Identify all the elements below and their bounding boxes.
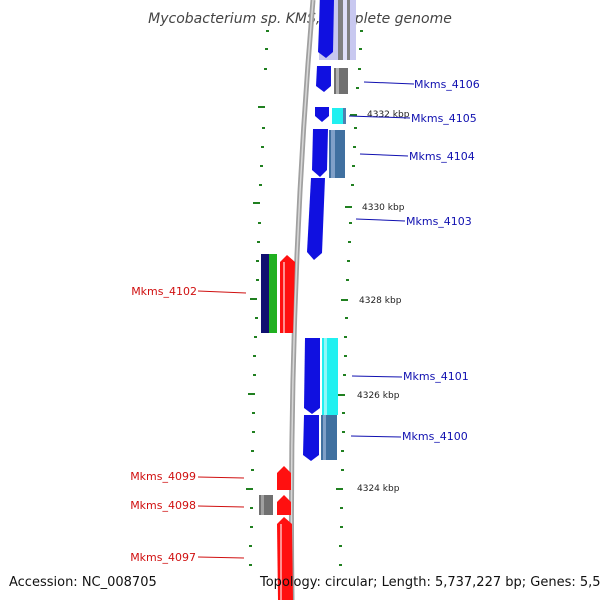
gene-arrow-forward bbox=[318, 0, 334, 58]
gene-label: Mkms_4098 bbox=[130, 499, 196, 512]
gene-block-steel bbox=[343, 108, 346, 124]
gene-block-pink bbox=[283, 262, 285, 333]
gene-label: Mkms_4097 bbox=[130, 551, 196, 564]
gene-block-green bbox=[269, 254, 277, 333]
gene-arrow-forward bbox=[312, 129, 328, 177]
gene-arrow-reverse bbox=[277, 495, 291, 515]
gene-block-light bbox=[343, 0, 347, 60]
kbp-label: 4324 kbp bbox=[357, 484, 400, 494]
gene-block-light bbox=[331, 130, 335, 178]
gene-label: Mkms_4099 bbox=[130, 470, 196, 483]
gene-label: Mkms_4104 bbox=[409, 150, 475, 163]
topology-text: Topology: circular; Length: 5,737,227 bp… bbox=[260, 575, 600, 590]
kbp-label: 4330 kbp bbox=[362, 203, 405, 213]
label-leaders bbox=[197, 81, 415, 559]
accession-text: Accession: NC_008705 bbox=[9, 575, 157, 590]
kbp-label: 4326 kbp bbox=[357, 391, 400, 401]
gene-block-light bbox=[261, 495, 264, 515]
gene-arrow-forward bbox=[315, 107, 329, 122]
gene-block-pink bbox=[280, 524, 282, 600]
gene-block-light bbox=[324, 338, 327, 415]
genome-backbone-highlight bbox=[290, 0, 314, 600]
gene-label: Mkms_4106 bbox=[414, 78, 480, 91]
gene-block-navy bbox=[261, 254, 269, 333]
kbp-label: 4332 kbp bbox=[367, 110, 410, 120]
gene-label: Mkms_4103 bbox=[406, 215, 472, 228]
gene-label: Mkms_4105 bbox=[411, 112, 477, 125]
gene-arrow-forward bbox=[307, 178, 325, 260]
gene-block-cyan bbox=[332, 108, 346, 124]
gene-arrow-reverse bbox=[277, 466, 291, 490]
gene-arrow-forward bbox=[303, 415, 319, 461]
gene-block-light bbox=[323, 415, 326, 460]
kbp-label: 4328 kbp bbox=[359, 296, 402, 306]
gene-arrow-reverse bbox=[280, 255, 295, 333]
gene-label: Mkms_4100 bbox=[402, 430, 468, 443]
outer-tick-ring bbox=[336, 30, 363, 566]
gene-arrow-forward bbox=[316, 66, 331, 92]
map-title: Mycobacterium sp. KMS, complete genome bbox=[148, 11, 452, 27]
gene-label: Mkms_4101 bbox=[403, 370, 469, 383]
gene-arrow-forward bbox=[304, 338, 320, 414]
inner-tick-ring bbox=[246, 30, 269, 566]
gene-label: Mkms_4102 bbox=[131, 285, 197, 298]
gene-block-light bbox=[336, 68, 339, 94]
